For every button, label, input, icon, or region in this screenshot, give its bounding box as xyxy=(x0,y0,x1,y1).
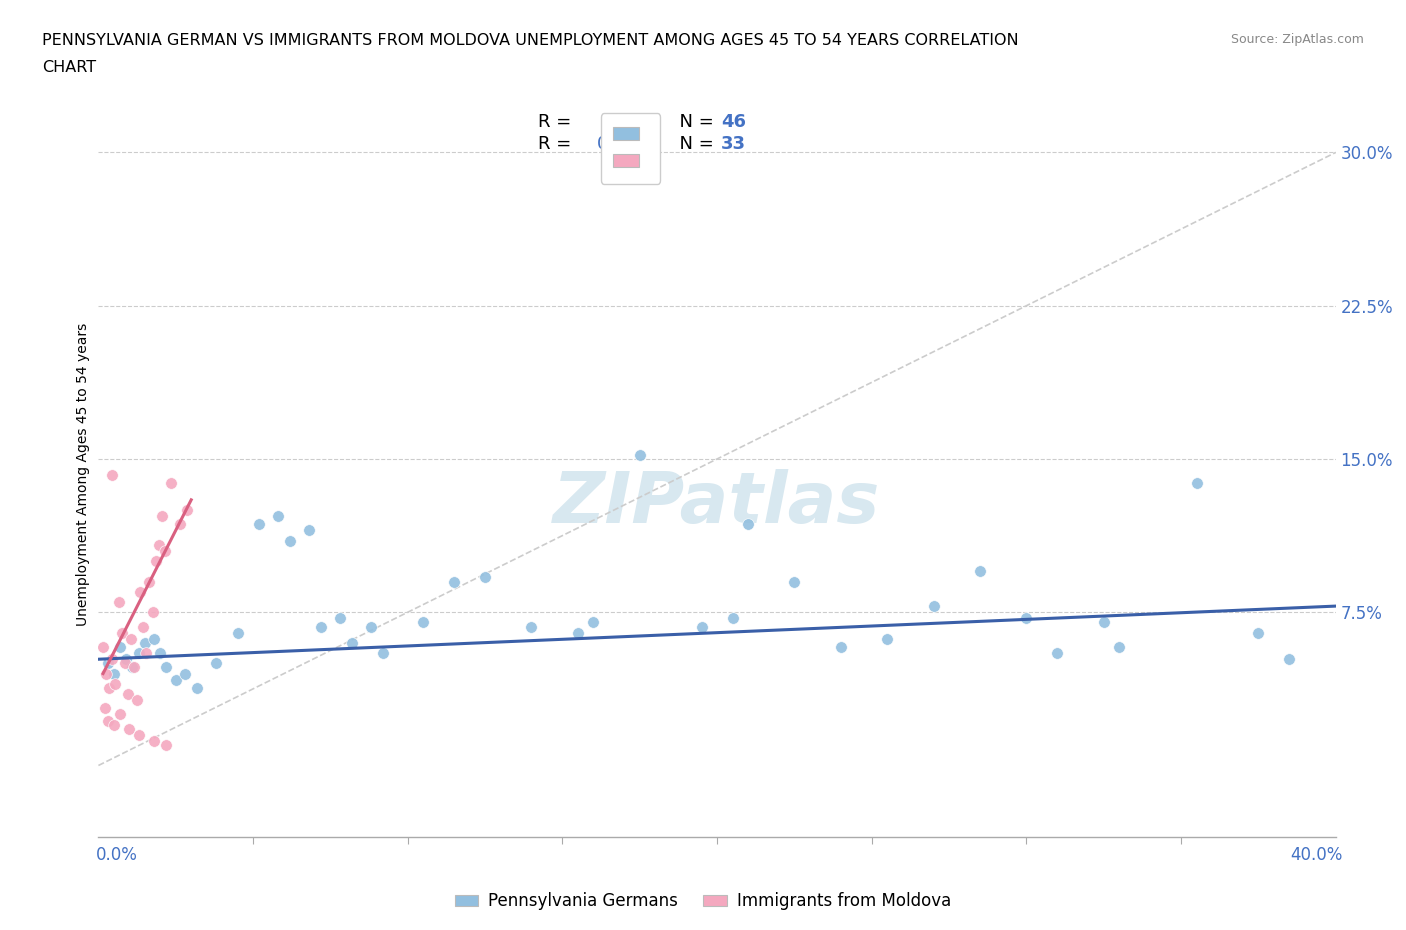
Point xyxy=(127,693,149,708)
Point xyxy=(138,574,160,589)
Point xyxy=(247,517,270,532)
Point xyxy=(205,656,228,671)
Point xyxy=(721,611,744,626)
Text: 33: 33 xyxy=(721,135,745,153)
Point xyxy=(329,611,352,626)
Point xyxy=(969,564,991,578)
Text: N =: N = xyxy=(668,135,718,153)
Point xyxy=(830,640,852,655)
Point xyxy=(129,584,152,599)
Point xyxy=(142,604,165,619)
Point xyxy=(1185,476,1208,491)
Text: R =: R = xyxy=(537,113,576,131)
Point xyxy=(176,502,198,517)
Point xyxy=(97,656,120,671)
Point xyxy=(474,570,496,585)
Point xyxy=(371,645,394,660)
Text: R =: R = xyxy=(537,135,576,153)
Point xyxy=(134,635,156,650)
Point xyxy=(93,701,115,716)
Point xyxy=(101,652,124,667)
Point xyxy=(118,722,141,737)
Point xyxy=(737,517,759,532)
Point xyxy=(149,645,172,660)
Point xyxy=(160,476,183,491)
Point xyxy=(567,625,589,640)
Point xyxy=(876,631,898,646)
Point xyxy=(412,615,434,630)
Point xyxy=(783,574,806,589)
Text: 0.523: 0.523 xyxy=(598,135,648,153)
Point xyxy=(122,660,145,675)
Point xyxy=(267,509,290,524)
Text: 0.111: 0.111 xyxy=(603,113,659,131)
Point xyxy=(128,645,150,660)
Point xyxy=(520,619,543,634)
Point xyxy=(143,734,166,749)
Point xyxy=(169,517,191,532)
Point xyxy=(226,625,249,640)
Point xyxy=(91,640,114,655)
Point xyxy=(628,447,651,462)
Point xyxy=(153,543,176,558)
Legend: Pennsylvania Germans, Immigrants from Moldova: Pennsylvania Germans, Immigrants from Mo… xyxy=(449,885,957,917)
Point xyxy=(298,523,321,538)
Point xyxy=(148,538,170,552)
Text: N =: N = xyxy=(668,113,718,131)
Point xyxy=(155,737,177,752)
Point xyxy=(121,660,143,675)
Point xyxy=(443,574,465,589)
Point xyxy=(150,509,173,524)
Point xyxy=(108,640,131,655)
Point xyxy=(186,681,208,696)
Text: PENNSYLVANIA GERMAN VS IMMIGRANTS FROM MOLDOVA UNEMPLOYMENT AMONG AGES 45 TO 54 : PENNSYLVANIA GERMAN VS IMMIGRANTS FROM M… xyxy=(42,33,1019,47)
Point xyxy=(1108,640,1130,655)
Point xyxy=(107,594,129,609)
Text: 0.0%: 0.0% xyxy=(96,846,138,864)
Point xyxy=(98,681,121,696)
Point xyxy=(340,635,363,650)
Point xyxy=(582,615,605,630)
Text: CHART: CHART xyxy=(42,60,96,75)
Text: Source: ZipAtlas.com: Source: ZipAtlas.com xyxy=(1230,33,1364,46)
Point xyxy=(690,619,713,634)
Point xyxy=(360,619,382,634)
Text: 40.0%: 40.0% xyxy=(1291,846,1343,864)
Point xyxy=(101,468,124,483)
Point xyxy=(1046,645,1069,660)
Point xyxy=(135,645,157,660)
Point xyxy=(97,713,120,728)
Point xyxy=(117,686,139,701)
Y-axis label: Unemployment Among Ages 45 to 54 years: Unemployment Among Ages 45 to 54 years xyxy=(76,323,90,626)
Point xyxy=(1278,652,1301,667)
Point xyxy=(1015,611,1038,626)
Point xyxy=(278,533,301,548)
Point xyxy=(132,619,155,634)
Point xyxy=(1092,615,1115,630)
Point xyxy=(1247,625,1270,640)
Point xyxy=(165,672,187,687)
Point xyxy=(155,660,177,675)
Point xyxy=(115,652,138,667)
Point xyxy=(145,553,167,568)
Point xyxy=(309,619,332,634)
Legend: , : , xyxy=(600,113,661,184)
Point xyxy=(174,666,197,681)
Text: 46: 46 xyxy=(721,113,745,131)
Point xyxy=(922,599,945,614)
Point xyxy=(104,676,127,691)
Point xyxy=(108,707,131,722)
Point xyxy=(103,717,125,732)
Point xyxy=(128,727,150,742)
Point xyxy=(114,656,136,671)
Point xyxy=(143,631,166,646)
Point xyxy=(111,625,134,640)
Text: ZIPatlas: ZIPatlas xyxy=(554,469,880,538)
Point xyxy=(120,631,142,646)
Point xyxy=(96,666,118,681)
Point xyxy=(103,666,125,681)
